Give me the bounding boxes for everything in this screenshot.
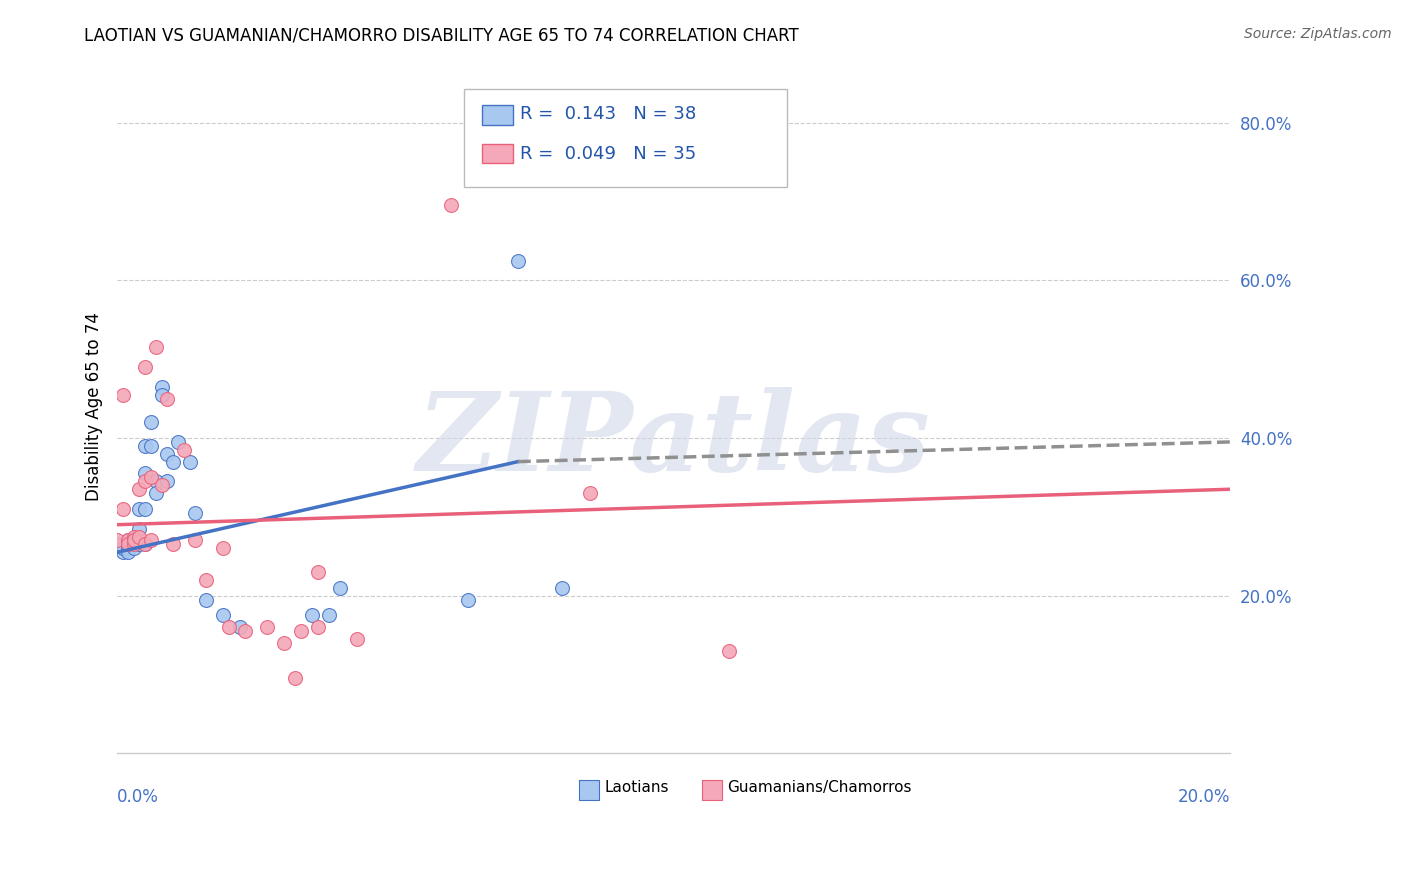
Point — [307, 620, 329, 634]
Text: R =  0.143   N = 38: R = 0.143 N = 38 — [520, 105, 696, 123]
Point — [318, 608, 340, 623]
Point — [440, 198, 463, 212]
Point — [145, 486, 167, 500]
Point — [111, 541, 134, 556]
Point — [134, 359, 156, 374]
Point — [145, 340, 167, 354]
Point — [167, 434, 190, 449]
Point — [105, 533, 128, 548]
Point — [105, 537, 128, 551]
Point — [134, 467, 156, 481]
Y-axis label: Disability Age 65 to 74: Disability Age 65 to 74 — [86, 312, 103, 501]
Point — [346, 632, 368, 646]
Point — [139, 470, 162, 484]
Point — [284, 672, 307, 686]
Point — [273, 636, 295, 650]
Point — [128, 502, 150, 516]
Point — [150, 387, 173, 401]
Point — [134, 475, 156, 489]
Text: Guamanians/Chamorros: Guamanians/Chamorros — [727, 780, 911, 796]
Point — [117, 537, 139, 551]
Text: R =  0.049   N = 35: R = 0.049 N = 35 — [520, 145, 696, 162]
Point — [218, 620, 240, 634]
Point — [256, 620, 278, 634]
Point — [162, 537, 184, 551]
Point — [122, 537, 145, 551]
FancyBboxPatch shape — [702, 780, 721, 800]
Point — [122, 537, 145, 551]
Point — [122, 533, 145, 548]
Point — [179, 455, 201, 469]
Text: Source: ZipAtlas.com: Source: ZipAtlas.com — [1244, 27, 1392, 41]
Point — [212, 541, 235, 556]
Point — [128, 482, 150, 496]
Point — [139, 533, 162, 548]
Point — [117, 541, 139, 556]
Point — [139, 415, 162, 429]
Point — [122, 541, 145, 556]
Point — [122, 537, 145, 551]
Point — [156, 447, 179, 461]
Point — [145, 475, 167, 489]
Point — [134, 502, 156, 516]
Point — [506, 253, 529, 268]
Point — [117, 533, 139, 548]
Point — [228, 620, 250, 634]
Point — [122, 529, 145, 543]
Point — [173, 442, 195, 457]
Point — [162, 455, 184, 469]
Point — [457, 592, 479, 607]
Point — [111, 502, 134, 516]
Point — [117, 545, 139, 559]
Point — [134, 537, 156, 551]
Point — [128, 522, 150, 536]
Point — [301, 608, 323, 623]
Point — [122, 533, 145, 548]
Point — [195, 592, 218, 607]
Point — [150, 478, 173, 492]
Text: 0.0%: 0.0% — [117, 788, 159, 806]
Text: Laotians: Laotians — [605, 780, 669, 796]
Point — [233, 624, 256, 639]
Point — [111, 387, 134, 401]
Point — [111, 545, 134, 559]
Point — [128, 529, 150, 543]
Text: 20.0%: 20.0% — [1178, 788, 1230, 806]
Point — [156, 392, 179, 406]
Point — [184, 506, 207, 520]
Point — [117, 533, 139, 548]
Point — [134, 537, 156, 551]
Text: ZIPatlas: ZIPatlas — [416, 387, 931, 495]
Point — [139, 439, 162, 453]
Point — [150, 380, 173, 394]
Point — [718, 644, 741, 658]
Point — [156, 475, 179, 489]
Point — [307, 565, 329, 579]
Point — [128, 537, 150, 551]
Point — [134, 439, 156, 453]
Point — [579, 486, 602, 500]
FancyBboxPatch shape — [579, 780, 599, 800]
Point — [329, 581, 352, 595]
Point — [290, 624, 312, 639]
Point — [184, 533, 207, 548]
Text: LAOTIAN VS GUAMANIAN/CHAMORRO DISABILITY AGE 65 TO 74 CORRELATION CHART: LAOTIAN VS GUAMANIAN/CHAMORRO DISABILITY… — [84, 27, 799, 45]
Point — [551, 581, 574, 595]
Point — [195, 573, 218, 587]
Point — [212, 608, 235, 623]
